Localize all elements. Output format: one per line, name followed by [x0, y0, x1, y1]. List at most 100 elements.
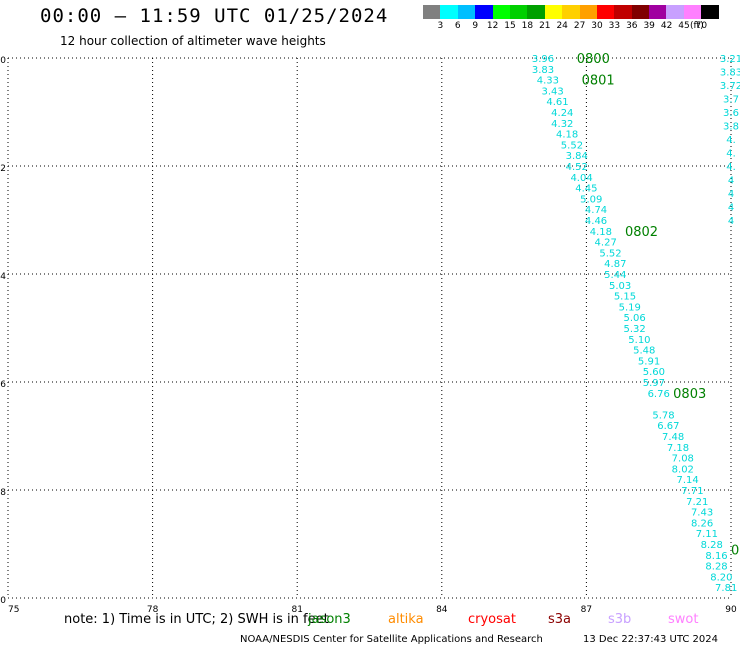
satellite-legend-cryosat: cryosat	[468, 612, 516, 627]
swh-value-label: 7.21	[686, 497, 708, 508]
color-scale-label: 9	[472, 21, 479, 31]
swh-value-label: 8.26	[691, 518, 713, 529]
color-scale-label: 42	[660, 21, 673, 31]
swh-value-label: 5.52	[561, 140, 583, 151]
swh-value-label: 8.28	[701, 540, 723, 551]
axis-layer: 75 78 81 84 87 90 0 -2 -4 -6 -8 -10	[0, 56, 737, 612]
x-tick-label: 90	[725, 605, 737, 612]
swh-value-label: 4.87	[604, 259, 626, 270]
satellite-legend-swot: swot	[668, 612, 699, 627]
color-swatch	[649, 5, 667, 19]
y-tick-label: -8	[0, 488, 6, 498]
swh-value-label: 4.18	[556, 130, 578, 141]
color-swatch	[701, 5, 719, 19]
swh-value-label: 4.04	[570, 173, 592, 184]
swh-value-label: 5.06	[623, 313, 645, 324]
grid-layer	[7, 57, 732, 599]
swh-value-label: 5.48	[633, 346, 655, 357]
swh-value-label: 7.48	[662, 432, 684, 443]
swh-value-label: 5.03	[609, 281, 631, 292]
time-label: 0803	[673, 387, 706, 402]
satellite-legend-s3b: s3b	[608, 612, 632, 627]
swh-value-label: 5.52	[599, 248, 621, 259]
swh-value-label: 7.71	[681, 486, 703, 497]
time-label: 0801	[582, 74, 615, 89]
x-tick-label: 87	[581, 605, 592, 612]
color-scale-label: 15	[504, 21, 516, 31]
x-tick-label: 81	[291, 605, 302, 612]
swh-value-label: 7.18	[667, 443, 689, 454]
swh-value-label: 4.52	[566, 162, 588, 173]
swh-value-label: 3.83	[720, 68, 740, 79]
swh-value-label: 4	[728, 189, 734, 200]
swh-value-label: 4	[728, 203, 734, 214]
color-swatch	[631, 5, 650, 19]
swh-value-label: 7.11	[696, 529, 718, 540]
swh-value-label: 8.28	[705, 562, 727, 573]
x-tick-label: 78	[147, 605, 159, 612]
color-swatch	[423, 5, 441, 19]
color-swatch	[440, 5, 458, 19]
color-swatch	[562, 5, 580, 19]
swh-value-label: 4.74	[585, 205, 607, 216]
time-label: 0802	[625, 225, 658, 240]
swh-value-label: 4.	[726, 149, 736, 160]
color-scale-labels: 3 6 9 12 15 18 21 24 27 30 33 36 39 42 45 70 (ft)	[423, 19, 719, 33]
swh-value-label: 5.15	[614, 292, 636, 303]
swh-value-label: 7.14	[676, 475, 698, 486]
swh-value-label: 4.45	[575, 184, 597, 195]
swh-value-label: 5.91	[638, 356, 660, 367]
swh-value-label: 7.81	[715, 583, 737, 594]
swh-value-label: 3.21	[720, 54, 740, 65]
swh-value-label: 5.19	[619, 302, 641, 313]
color-scale-label: 70	[695, 21, 708, 31]
color-scale-label: 24	[556, 21, 568, 31]
satellite-legend-jason3: jason3	[308, 612, 351, 627]
swh-value-label: 5.44	[604, 270, 626, 281]
satellite-legend-altika: altika	[388, 612, 424, 627]
y-tick-label: -6	[0, 380, 6, 390]
footer-credit: NOAA/NESDIS Center for Satellite Applica…	[240, 634, 543, 645]
swh-value-label: 4.18	[590, 227, 612, 238]
swh-value-label: 5.32	[623, 324, 645, 335]
swh-value-label: 4	[728, 216, 734, 227]
swh-value-label: 3.7	[723, 95, 739, 106]
color-swatch-row	[423, 5, 719, 19]
swh-value-label: 3.72	[720, 81, 740, 92]
swh-value-label: 5.09	[580, 194, 602, 205]
swh-value-label: 5.97	[643, 378, 665, 389]
color-scale-label: 6	[454, 21, 461, 31]
color-scale-legend: 3 6 9 12 15 18 21 24 27 30 33 36 39 42 45 70 (ft)	[423, 5, 719, 33]
color-scale-label: 21	[539, 21, 551, 31]
x-tick-label: 75	[8, 605, 19, 612]
swh-value-label: 6.76	[648, 389, 670, 400]
swh-value-label: 4.61	[546, 97, 568, 108]
color-swatch	[527, 5, 545, 19]
swh-value-label: 4.32	[551, 119, 573, 130]
page-subtitle: 12 hour collection of altimeter wave hei…	[60, 34, 326, 48]
color-scale-label: 12	[486, 21, 499, 31]
color-scale-label: 3	[437, 21, 444, 31]
y-tick-label: 0	[0, 56, 6, 66]
color-swatch	[492, 5, 510, 19]
swh-value-label: 4.33	[537, 76, 559, 87]
swh-value-label: 5.10	[628, 335, 650, 346]
color-swatch	[457, 5, 476, 19]
swh-value-label: 8.16	[705, 551, 727, 562]
color-swatch	[579, 5, 597, 19]
satellite-legend-s3a: s3a	[548, 612, 572, 627]
time-label: 08	[731, 543, 740, 558]
swh-value-label: 8.20	[710, 572, 732, 583]
color-swatch	[683, 5, 702, 19]
color-scale-label: 27	[573, 21, 586, 31]
x-tick-label: 84	[436, 605, 448, 612]
color-scale-unit: (ft)	[690, 21, 704, 31]
swh-value-label: 5.60	[643, 367, 665, 378]
swh-value-label: 6.67	[657, 421, 679, 432]
color-swatch	[475, 5, 493, 19]
color-scale-label: 36	[626, 21, 638, 31]
swh-value-label: 4.46	[585, 216, 607, 227]
page-title: 00:00 – 11:59 UTC 01/25/2024	[40, 5, 389, 27]
color-swatch	[544, 5, 563, 19]
color-swatch	[509, 5, 528, 19]
